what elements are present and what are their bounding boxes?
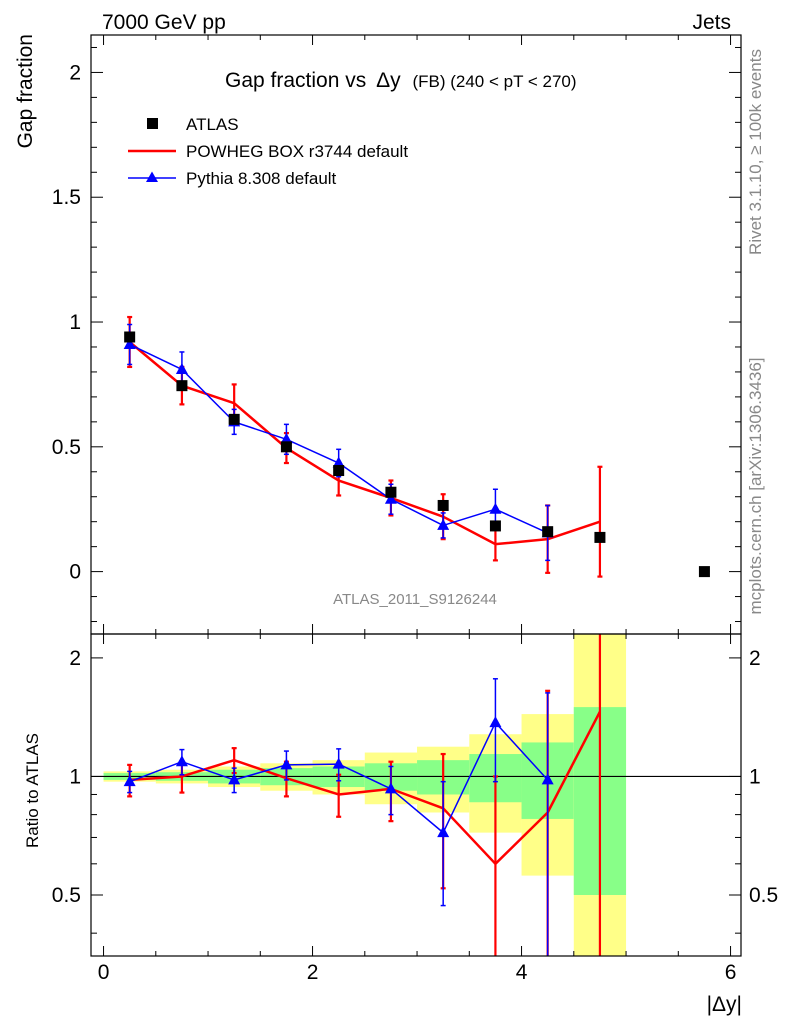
x-axis-label: |Δy| — [707, 993, 742, 1016]
main-y-axis-label: Gap fraction — [14, 34, 37, 148]
main-y-tick-label-2: 1 — [69, 311, 81, 334]
rivet-version-label: Rivet 3.1.10, ≥ 100k events — [746, 49, 765, 255]
ratio-frame — [90, 633, 742, 957]
pythia-ratio-marker-2 — [228, 773, 241, 785]
ratio-y-tick-label-left-0: 0.5 — [52, 884, 81, 907]
mcplots-reference-label: mcplots.cern.ch [arXiv:1306.3436] — [746, 357, 765, 614]
pythia-ratio-marker-4 — [332, 757, 345, 769]
legend-atlas-marker — [147, 118, 158, 129]
atlas-data-point-5 — [385, 486, 397, 498]
pythia-ratio-marker-7 — [489, 716, 502, 728]
atlas-data-point-3 — [280, 441, 292, 453]
main-y-tick-label-3: 1.5 — [52, 186, 81, 209]
ratio-y-tick-label-left-1: 1 — [69, 765, 81, 788]
pythia-marker-5 — [384, 492, 397, 504]
analysis-label: ATLAS_2011_S9126244 — [333, 591, 497, 608]
main-y-tick-label-1: 0.5 — [52, 436, 81, 459]
ratio-y-tick-label-right-2: 2 — [749, 647, 761, 670]
pythia-ratio-marker-8 — [541, 773, 554, 785]
pythia-ratio-marker-3 — [280, 758, 293, 770]
legend-pythia-label: Pythia 8.308 default — [186, 169, 337, 188]
ratio-y-tick-label-right-0: 0.5 — [749, 884, 778, 907]
pythia-ratio-marker-1 — [175, 755, 188, 767]
ratio-panel — [91, 634, 741, 956]
atlas-data-point-7 — [489, 520, 501, 532]
atlas-data-point-2 — [228, 413, 240, 425]
atlas-data-point-10 — [698, 566, 710, 578]
legend: ATLAS POWHEG BOX r3744 default Pythia 8.… — [128, 115, 408, 188]
main-panel — [123, 315, 710, 578]
pythia-marker-3 — [280, 432, 293, 444]
ratio-y-tick-label-right-1: 1 — [749, 765, 761, 788]
x-tick-label-2: 4 — [516, 961, 528, 984]
chart-title-sub: (FB) (240 < pT < 270) — [412, 72, 576, 91]
powheg-ratio-line — [129, 711, 602, 866]
ratio-y-tick-label-left-2: 2 — [69, 647, 81, 670]
legend-pythia-marker — [146, 171, 158, 182]
atlas-data-point-1 — [176, 380, 188, 392]
x-tick-label-1: 2 — [307, 961, 319, 984]
chart-title: Gap fraction vs Δy (FB) (240 < pT < 270) — [225, 69, 577, 92]
x-tick-label-0: 0 — [98, 961, 110, 984]
atlas-data-point-4 — [333, 465, 345, 477]
legend-atlas-label: ATLAS — [186, 115, 239, 134]
pythia-marker-6 — [437, 518, 450, 530]
main-y-tick-label-0: 0 — [69, 561, 81, 584]
process-label: Jets — [692, 11, 731, 34]
pythia-marker-1 — [175, 362, 188, 374]
axes: 0 2 4 6 0 0.5 1 1.5 2 0.5 0.5 1 1 2 2 — [52, 34, 778, 984]
legend-powheg-label: POWHEG BOX r3744 default — [186, 142, 408, 161]
powheg-line — [128, 341, 601, 546]
pythia-ratio-marker-6 — [437, 826, 450, 838]
pythia-marker-7 — [489, 502, 502, 514]
x-tick-label-3: 6 — [725, 961, 737, 984]
pythia-ratio-marker-0 — [123, 775, 136, 787]
energy-label: 7000 GeV pp — [102, 11, 226, 34]
atlas-data-point-9 — [594, 531, 606, 543]
pythia-marker-4 — [332, 456, 345, 468]
pythia-line — [129, 343, 548, 534]
pythia-ratio-marker-5 — [384, 782, 397, 794]
chart-title-symbol: Δy — [376, 69, 401, 92]
main-y-tick-label-4: 2 — [69, 61, 81, 84]
atlas-data-point-0 — [124, 331, 136, 343]
chart-title-main: Gap fraction vs — [225, 69, 366, 92]
ratio-y-axis-label: Ratio to ATLAS — [23, 733, 42, 848]
atlas-data-point-6 — [437, 499, 449, 511]
pythia-marker-0 — [123, 337, 136, 349]
atlas-data-point-8 — [542, 526, 554, 538]
